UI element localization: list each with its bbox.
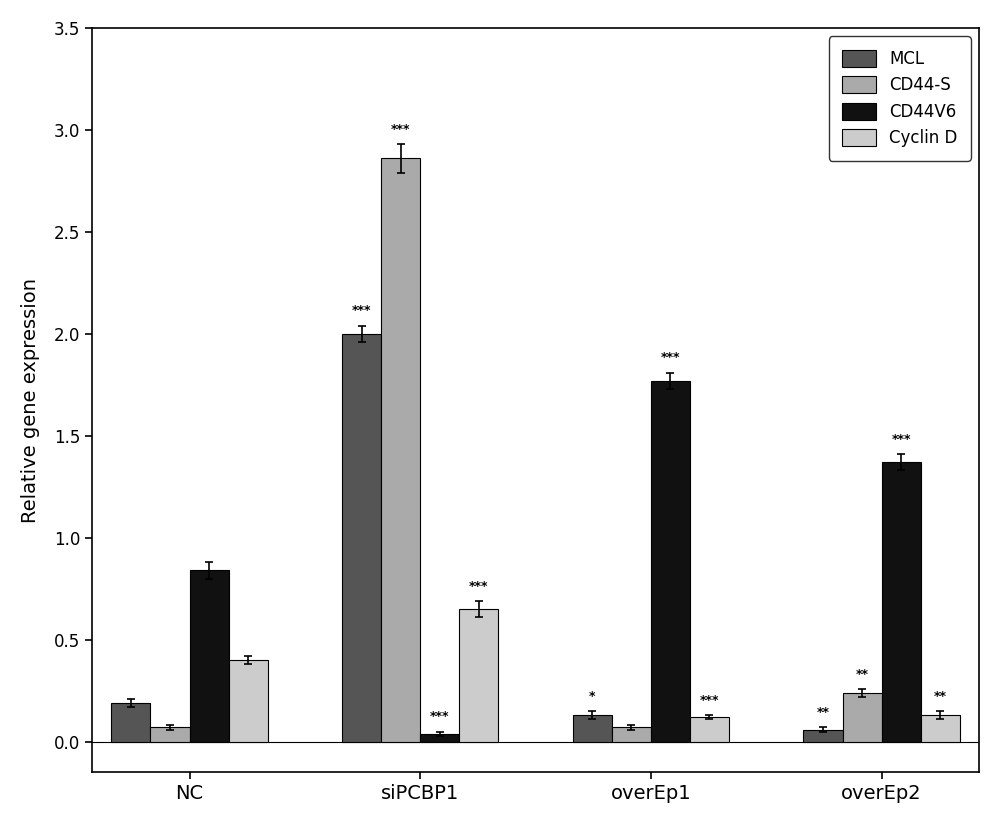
Y-axis label: Relative gene expression: Relative gene expression xyxy=(21,278,40,522)
Text: **: ** xyxy=(817,706,830,719)
Bar xyxy=(921,715,960,742)
Text: *: * xyxy=(589,690,596,703)
Bar xyxy=(111,703,150,742)
Bar xyxy=(229,660,268,742)
Bar xyxy=(342,334,381,742)
Text: ***: *** xyxy=(352,305,371,317)
Text: **: ** xyxy=(856,667,869,681)
Bar xyxy=(690,717,729,742)
Text: ***: *** xyxy=(469,580,488,592)
Legend: MCL, CD44-S, CD44V6, Cyclin D: MCL, CD44-S, CD44V6, Cyclin D xyxy=(829,36,971,161)
Text: ***: *** xyxy=(391,123,410,136)
Bar xyxy=(573,715,612,742)
Text: **: ** xyxy=(934,690,947,703)
Bar xyxy=(843,693,882,742)
Bar xyxy=(803,729,843,742)
Bar xyxy=(882,462,921,742)
Text: ***: *** xyxy=(700,694,719,707)
Text: ***: *** xyxy=(430,710,449,723)
Bar xyxy=(651,381,690,742)
Bar xyxy=(459,609,498,742)
Bar xyxy=(190,570,229,742)
Text: ***: *** xyxy=(891,433,911,446)
Bar xyxy=(612,728,651,742)
Text: ***: *** xyxy=(661,351,680,364)
Bar xyxy=(381,158,420,742)
Bar xyxy=(150,728,190,742)
Bar xyxy=(420,733,459,742)
